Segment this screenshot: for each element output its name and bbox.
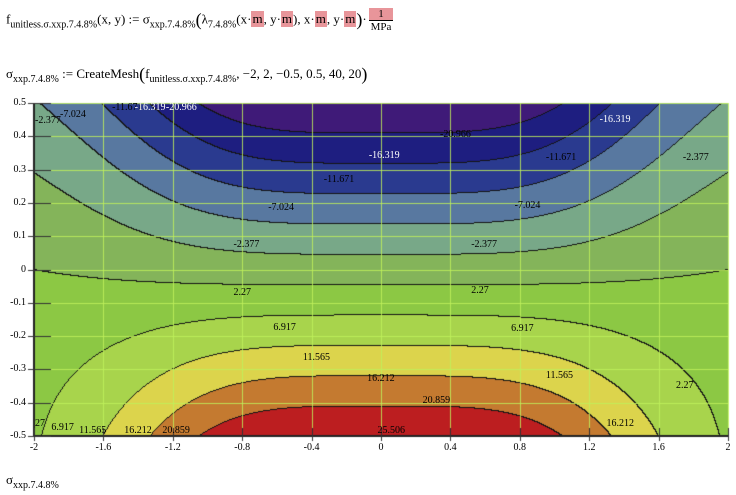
x-tick-label: 1.2 <box>582 442 596 453</box>
contour-level-label: -16.319 <box>134 102 166 113</box>
unit-m-placeholder[interactable]: m <box>251 11 264 28</box>
lambda-name: λ <box>201 11 208 27</box>
contour-level-label: -2.377 <box>682 151 709 163</box>
unit-m-placeholder[interactable]: m <box>344 11 357 28</box>
fraction-denominator: MPa <box>370 21 392 33</box>
lhs-name: σ <box>6 66 14 81</box>
contour-level-label: -7.024 <box>268 201 295 213</box>
contour-level-label: 6.917 <box>51 421 74 433</box>
lhs-subscript: xxp.7.4.8% <box>13 74 59 85</box>
contour-level-label: -11.671 <box>112 102 143 113</box>
contour-level-label: 6.917 <box>273 321 296 333</box>
caption-subscript: xxp.7.4.8% <box>13 480 59 491</box>
paren-open: ( <box>139 64 146 84</box>
paren-close: ) <box>361 64 368 84</box>
x-tick-label: 1.6 <box>652 442 665 453</box>
contour-canvas[interactable] <box>0 95 736 465</box>
rhs-subscript: xxp.7.4.8% <box>149 19 196 31</box>
x-tick-label: -1.6 <box>95 442 112 453</box>
contour-level-label: -20.966 <box>165 102 197 113</box>
y-tick-label: 0 <box>21 263 26 275</box>
fraction-numerator: 1 <box>368 8 394 21</box>
arg-subscript: unitless.σ.xxp.7.4.8% <box>149 74 237 85</box>
y-tick-label: -0.5 <box>10 430 26 441</box>
y-tick-label: 0.3 <box>13 163 27 175</box>
assign-operator: := <box>125 11 143 27</box>
contour-level-label: -16.319 <box>599 113 631 125</box>
contour-level-label: 16.212 <box>606 418 635 430</box>
contour-level-label: 11.565 <box>79 425 107 436</box>
unit-m-placeholder[interactable]: m <box>314 11 327 28</box>
arg-name: f <box>145 66 150 81</box>
contour-level-label: -7.024 <box>514 200 541 212</box>
x-tick-label: 2 <box>725 442 731 453</box>
lhs-name: f <box>6 11 11 27</box>
x-tick-label: 0.8 <box>513 442 527 453</box>
contour-level-label: 20.859 <box>422 395 451 407</box>
x-tick-label: -1.2 <box>164 442 181 453</box>
lhs-subscript: unitless.σ.xxp.7.4.8% <box>10 19 98 31</box>
y-tick-label: -0.3 <box>10 363 26 375</box>
x-tick-label: 0 <box>378 442 384 453</box>
x-tick-label: 0.4 <box>444 442 457 453</box>
unit-fraction[interactable]: 1 MPa <box>368 8 394 33</box>
y-tick-label: 0.5 <box>13 97 27 108</box>
x-tick-label: -2 <box>29 442 39 453</box>
contour-level-label: -2.377 <box>471 238 498 250</box>
contour-level-label: -2.377 <box>233 238 260 250</box>
y-tick-label: -0.4 <box>10 396 26 408</box>
lambda-args-x: (x· <box>236 11 252 27</box>
paren-open: ( <box>195 9 202 30</box>
outer-arg-y: , y· <box>326 11 345 27</box>
contour-level-label: 16.212 <box>124 425 152 436</box>
y-tick-label: 0.4 <box>13 130 27 142</box>
contour-level-label: 11.565 <box>545 370 573 382</box>
contour-level-label: -11.671 <box>545 151 577 163</box>
contour-level-label: -16.319 <box>368 150 400 162</box>
contour-level-label: -20.966 <box>439 128 471 140</box>
paren-close: ) <box>356 9 363 30</box>
lambda-subscript: 7.4.8% <box>207 19 237 31</box>
contour-level-label: 6.917 <box>511 323 534 335</box>
lambda-close: ) <box>293 11 298 27</box>
rhs-name: σ <box>142 11 150 27</box>
contour-level-label: 25.506 <box>377 425 406 436</box>
contour-level-label: 2.27 <box>675 380 694 392</box>
function-name: CreateMesh <box>76 66 140 81</box>
lhs-args: (x, y) <box>97 11 126 27</box>
outer-arg-x: , x· <box>297 11 315 27</box>
y-tick-label: 0.1 <box>13 230 27 242</box>
y-tick-label: -0.1 <box>10 296 26 308</box>
plot-caption: σxxp.7.4.8% <box>6 472 59 491</box>
contour-level-label: -7.024 <box>60 108 86 120</box>
x-tick-label: -0.8 <box>234 442 251 453</box>
y-tick-label: -0.2 <box>10 330 26 342</box>
lambda-args-y: , y· <box>263 11 281 27</box>
contour-level-label: 2.27 <box>233 286 252 298</box>
contour-level-label: -2.377 <box>35 115 61 127</box>
unit-m-placeholder[interactable]: m <box>280 11 294 28</box>
contour-level-label: 2.27 <box>471 285 489 297</box>
contour-level-label: -11.671 <box>323 173 355 185</box>
contour-level-label: 27 <box>35 418 45 430</box>
multiply-dot: · <box>362 11 367 27</box>
contour-level-label: 16.212 <box>367 373 395 385</box>
contour-level-label: 20.859 <box>162 425 190 436</box>
y-tick-label: 0.2 <box>13 196 27 208</box>
assign-operator: := <box>58 66 77 81</box>
definition-f-unitless[interactable]: funitless.σ.xxp.7.4.8%(x, y) := σxxp.7.4… <box>6 8 394 33</box>
contour-plot[interactable]: -11.671 -16.319 -20.966 -7.024 -2.377 -20.966… <box>0 95 736 465</box>
caption-name: σ <box>6 472 14 487</box>
args-rest: , −2, 2, −0.5, 0.5, 40, 20 <box>236 66 362 81</box>
definition-sigma-mesh[interactable]: σxxp.7.4.8% := CreateMesh(funitless.σ.xx… <box>6 64 367 85</box>
contour-level-label: 11.565 <box>302 351 331 363</box>
x-tick-label: -0.4 <box>303 442 320 453</box>
